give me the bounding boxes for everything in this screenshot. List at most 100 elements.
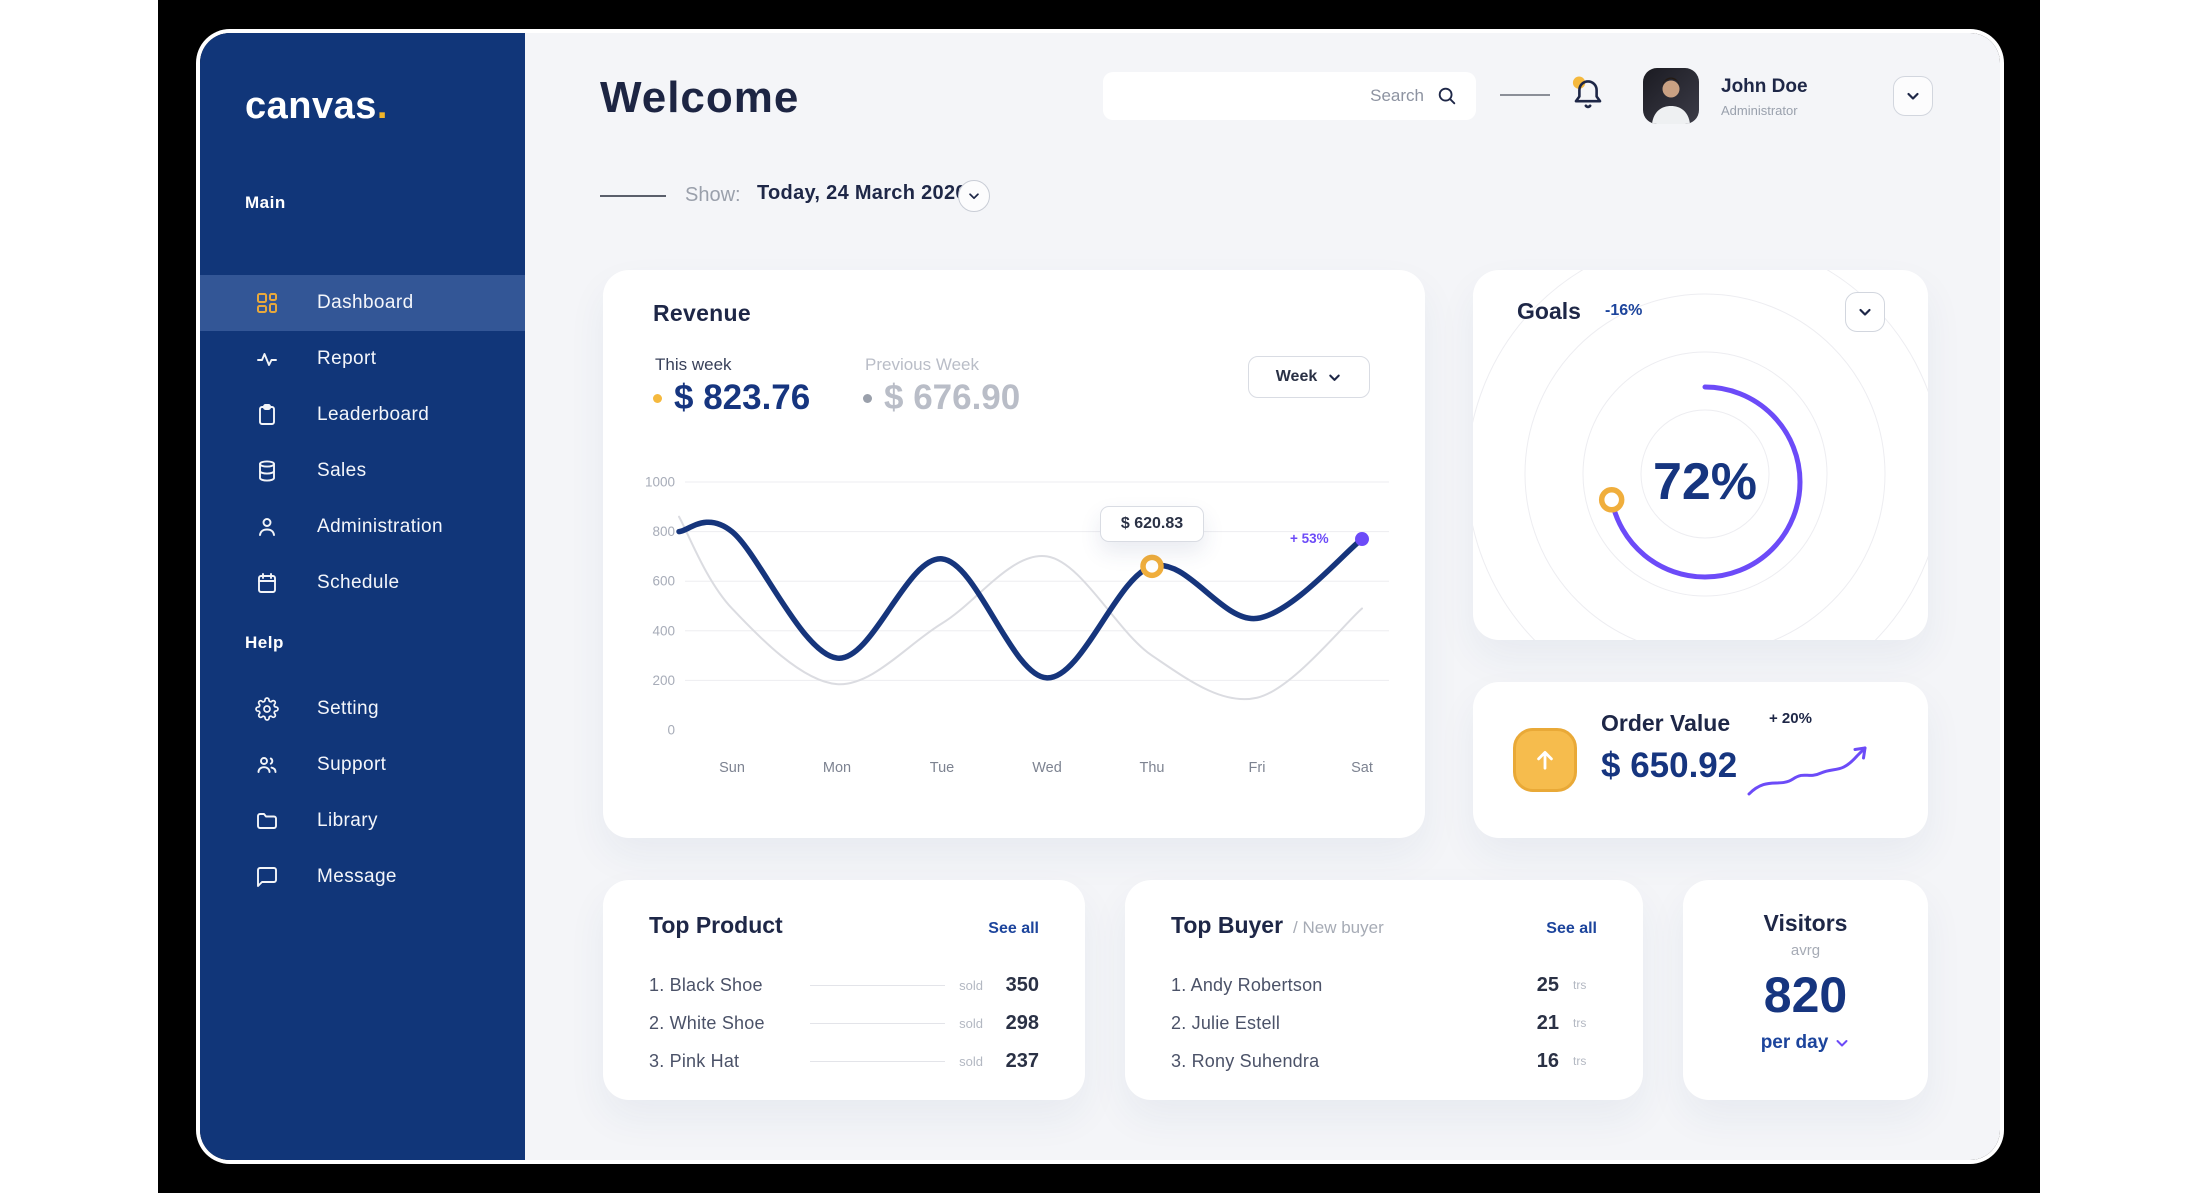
prev-week-dot xyxy=(863,393,872,403)
user-role: Administrator xyxy=(1721,103,1798,118)
topbar-divider xyxy=(1500,94,1550,96)
this-week-label: This week xyxy=(655,355,732,374)
search-icon[interactable] xyxy=(1436,85,1458,107)
sidebar-section-help: Help xyxy=(245,633,284,652)
goals-menu-button[interactable] xyxy=(1845,292,1885,332)
chart-tooltip: $ 620.83 xyxy=(1100,506,1204,543)
buyer-name: 1. Andy Robertson xyxy=(1171,974,1323,995)
sidebar-item-label: Dashboard xyxy=(317,292,414,313)
sidebar-item-label: Schedule xyxy=(317,572,400,593)
sidebar-item-label: Setting xyxy=(317,698,379,719)
sidebar-item-label: Sales xyxy=(317,460,367,481)
show-label: Show: xyxy=(685,184,741,206)
sidebar-item-support[interactable]: Support xyxy=(200,737,525,793)
date-selector-value: Today, 24 March 2020 xyxy=(757,182,967,204)
svg-text:Sun: Sun xyxy=(719,760,745,776)
sold-label: sold xyxy=(959,1053,983,1069)
visitors-per-day-dropdown[interactable]: per day xyxy=(1683,1032,1928,1054)
sidebar-item-leaderboard[interactable]: Leaderboard xyxy=(200,387,525,443)
app-logo: canvas. xyxy=(245,85,388,128)
chevron-down-icon xyxy=(969,193,979,200)
table-row: 3. Rony Suhendra 16 trs xyxy=(1171,1042,1597,1080)
search-box xyxy=(1103,72,1476,120)
sidebar-item-label: Support xyxy=(317,754,387,775)
svg-text:Sat: Sat xyxy=(1351,760,1373,776)
app-window: canvas. Main Dashboard Report Leaderboar… xyxy=(200,33,2000,1160)
chevron-down-icon xyxy=(1329,374,1340,381)
goals-card: Goals -16% 72% xyxy=(1473,270,1928,640)
table-row: 1. Black Shoe sold 350 xyxy=(649,966,1039,1004)
sidebar-item-label: Message xyxy=(317,866,397,887)
sidebar-section-main: Main xyxy=(245,193,286,212)
sold-value: 237 xyxy=(1005,1049,1039,1072)
this-week-value-row: $ 823.76 xyxy=(653,378,810,418)
per-day-label: per day xyxy=(1760,1032,1829,1053)
visitors-value: 820 xyxy=(1763,967,1848,1023)
this-week-dot xyxy=(653,393,662,403)
buyer-count: 25 xyxy=(1536,973,1559,996)
trs-label: trs xyxy=(1573,1054,1587,1068)
sidebar-item-library[interactable]: Library xyxy=(200,793,525,849)
top-buyer-see-all-link[interactable]: See all xyxy=(1546,920,1597,937)
top-product-see-all-link[interactable]: See all xyxy=(988,920,1039,937)
top-product-title: Top Product xyxy=(649,912,783,938)
row-divider xyxy=(810,1022,946,1024)
person-icon xyxy=(255,515,279,539)
sidebar-item-sales[interactable]: Sales xyxy=(200,443,525,499)
sidebar-item-schedule[interactable]: Schedule xyxy=(200,555,525,611)
top-product-list: 1. Black Shoe sold 350 2. White Shoe sol… xyxy=(649,966,1039,1080)
order-value-card: Order Value $ 650.92 + 20% xyxy=(1473,682,1928,838)
date-selector-button[interactable] xyxy=(958,180,990,212)
notification-bell-icon[interactable] xyxy=(1568,75,1608,115)
product-name: 3. Pink Hat xyxy=(649,1050,740,1071)
row-divider xyxy=(810,984,946,986)
sidebar-item-dashboard[interactable]: Dashboard xyxy=(200,275,525,331)
table-row: 1. Andy Robertson 25 trs xyxy=(1171,966,1597,1004)
people-icon xyxy=(255,753,279,777)
svg-text:Fri: Fri xyxy=(1249,760,1266,776)
svg-text:Mon: Mon xyxy=(823,760,851,776)
chevron-down-icon xyxy=(1859,308,1871,316)
buyer-count: 21 xyxy=(1536,1011,1559,1034)
sidebar-item-report[interactable]: Report xyxy=(200,331,525,387)
top-product-card: Top Product See all 1. Black Shoe sold 3… xyxy=(603,880,1085,1100)
table-row: 3. Pink Hat sold 237 xyxy=(649,1042,1039,1080)
sold-label: sold xyxy=(959,977,983,993)
sidebar-item-label: Library xyxy=(317,810,378,831)
svg-text:800: 800 xyxy=(652,524,675,539)
order-value-amount: $ 650.92 xyxy=(1601,746,1738,785)
arrow-up-icon xyxy=(1513,728,1577,792)
buyer-count: 16 xyxy=(1536,1049,1559,1072)
gear-icon xyxy=(255,697,279,721)
range-selector-dropdown[interactable]: Week xyxy=(1248,356,1370,398)
goals-percent: 72% xyxy=(1652,453,1758,511)
table-row: 2. Julie Estell 21 trs xyxy=(1171,1004,1597,1042)
chevron-down-icon xyxy=(1836,1039,1848,1047)
sidebar-item-administration[interactable]: Administration xyxy=(200,499,525,555)
svg-text:0: 0 xyxy=(667,723,675,738)
prev-week-label: Previous Week xyxy=(865,355,980,374)
trend-arrow-icon xyxy=(1747,746,1867,796)
avatar[interactable] xyxy=(1643,68,1699,124)
visitors-title: Visitors xyxy=(1763,910,1848,936)
main-content: Welcome John D xyxy=(525,33,2000,1160)
user-menu-button[interactable] xyxy=(1893,76,1933,116)
trs-label: trs xyxy=(1573,1016,1587,1030)
trs-label: trs xyxy=(1573,978,1587,992)
svg-text:Tue: Tue xyxy=(930,760,954,776)
search-input[interactable] xyxy=(1121,86,1424,106)
sidebar-item-setting[interactable]: Setting xyxy=(200,681,525,737)
svg-text:Wed: Wed xyxy=(1032,760,1062,776)
revenue-line-chart: 1000 800 600 400 200 0 Sun Mon Tue Wed Thu Fri Sat xyxy=(645,475,1389,776)
range-selector-value: Week xyxy=(1275,368,1318,385)
top-buyer-card: Top Buyer / New buyer See all 1. Andy Ro… xyxy=(1125,880,1643,1100)
sold-value: 350 xyxy=(1005,973,1039,996)
top-product-header: Top Product See all xyxy=(649,912,1039,939)
row-divider xyxy=(810,1060,946,1062)
sidebar-item-message[interactable]: Message xyxy=(200,849,525,905)
logo-dot: . xyxy=(376,85,388,127)
top-buyer-subtitle: / New buyer xyxy=(1293,918,1384,937)
user-meta: John Doe Administrator xyxy=(1721,76,1808,118)
sidebar-nav-help: Setting Support Library Message xyxy=(200,681,525,905)
calendar-icon xyxy=(255,571,279,595)
